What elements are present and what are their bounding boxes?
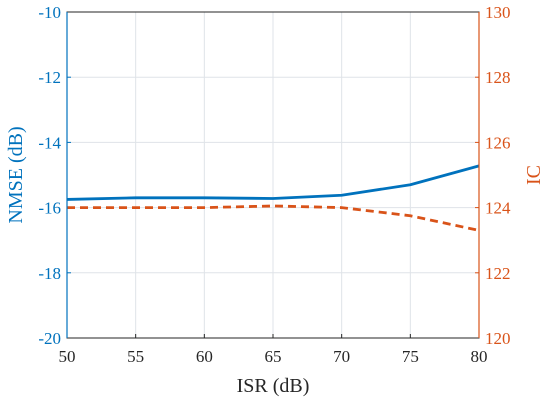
left-y-tick-label-1: -18 — [38, 264, 61, 283]
left-y-axis-label: NMSE (dB) — [5, 126, 27, 223]
right-y-tick-label-2: 124 — [485, 199, 511, 218]
left-y-tick-label-3: -14 — [38, 133, 61, 152]
right-y-tick-label-0: 120 — [485, 329, 511, 348]
right-y-axis-label: IC — [523, 165, 545, 185]
x-tick-label-5: 75 — [402, 347, 419, 366]
x-tick-label-2: 60 — [196, 347, 213, 366]
left-y-tick-label-5: -10 — [38, 3, 61, 22]
series-lines — [66, 164, 480, 232]
right-y-tick-label-3: 126 — [485, 133, 511, 152]
x-tick-label-3: 65 — [265, 347, 282, 366]
left-y-tick-label-4: -12 — [38, 68, 61, 87]
right-y-tick-label-1: 122 — [485, 264, 511, 283]
left-y-axis-ticks: -20 -18 -16 -14 -12 -10 — [38, 3, 71, 348]
right-y-axis-ticks: 120 122 124 126 128 130 — [475, 3, 511, 348]
left-y-tick-label-0: -20 — [38, 329, 61, 348]
series-line-1 — [67, 204, 480, 232]
right-y-tick-label-5: 130 — [485, 3, 511, 22]
x-axis-ticks: 50 55 60 65 70 75 80 — [59, 334, 488, 366]
right-y-tick-label-4: 128 — [485, 68, 511, 87]
x-tick-label-6: 80 — [471, 347, 488, 366]
series-line-0 — [66, 164, 480, 201]
x-axis-label: ISR (dB) — [237, 375, 310, 397]
x-tick-label-0: 50 — [59, 347, 76, 366]
x-tick-label-1: 55 — [127, 347, 144, 366]
grid — [66, 11, 480, 339]
left-y-tick-label-2: -16 — [38, 199, 61, 218]
x-tick-label-4: 70 — [333, 347, 350, 366]
